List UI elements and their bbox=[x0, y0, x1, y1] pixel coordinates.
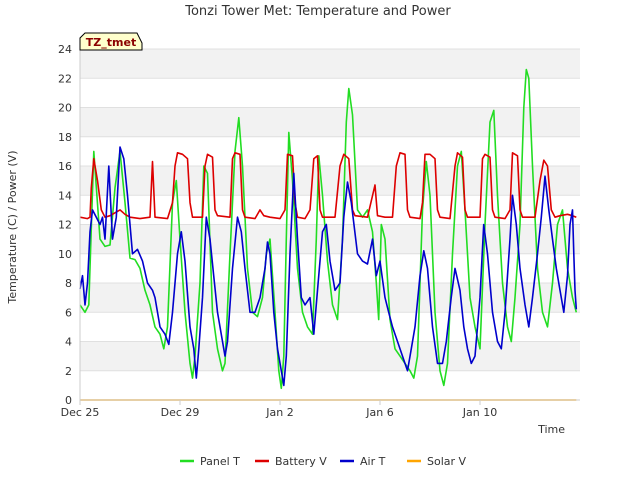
x-tick-label: Jan 10 bbox=[462, 406, 497, 419]
series-line-battery-v bbox=[79, 152, 577, 220]
grid-band bbox=[80, 166, 580, 196]
legend-label-panel-t: Panel T bbox=[200, 455, 240, 468]
series-line-air-t bbox=[79, 146, 578, 387]
x-tick-label: Jan 6 bbox=[365, 406, 393, 419]
tz-tag: TZ_tmet bbox=[79, 32, 143, 51]
y-tick-label: 0 bbox=[65, 394, 72, 407]
legend-label-battery-v: Battery V bbox=[275, 455, 327, 468]
legend-label-air-t: Air T bbox=[360, 455, 386, 468]
x-tick-label: Dec 29 bbox=[161, 406, 200, 419]
x-tick-label: Dec 25 bbox=[61, 406, 100, 419]
grid-band bbox=[80, 107, 580, 137]
y-tick-label: 2 bbox=[65, 365, 72, 378]
y-tick-label: 18 bbox=[58, 131, 72, 144]
y-tick-label: 6 bbox=[65, 306, 72, 319]
y-axis-label: Temperature (C) / Power (V) bbox=[6, 150, 19, 304]
chart-title: Tonzi Tower Met: Temperature and Power bbox=[184, 4, 451, 19]
grid-band bbox=[80, 224, 580, 254]
x-tick-label: Jan 2 bbox=[265, 406, 293, 419]
y-tick-label: 22 bbox=[58, 72, 72, 85]
legend: Panel T Battery V Air T Solar V bbox=[180, 455, 467, 468]
legend-label-solar-v: Solar V bbox=[427, 455, 467, 468]
plot-grid bbox=[80, 48, 580, 401]
y-tick-label: 16 bbox=[58, 160, 72, 173]
y-tick-label: 14 bbox=[58, 189, 72, 202]
y-tick-label: 24 bbox=[58, 43, 72, 56]
tz-tag-label: TZ_tmet bbox=[86, 36, 136, 49]
y-tick-label: 20 bbox=[58, 102, 72, 115]
y-tick-label: 4 bbox=[65, 336, 72, 349]
tz-tag-box bbox=[79, 32, 143, 51]
grid-band bbox=[80, 341, 580, 371]
y-tick-label: 8 bbox=[65, 277, 72, 290]
y-tick-label: 12 bbox=[58, 219, 72, 232]
x-axis-label: Time bbox=[537, 423, 565, 436]
grid-band bbox=[80, 49, 580, 79]
y-tick-label: 10 bbox=[58, 248, 72, 261]
